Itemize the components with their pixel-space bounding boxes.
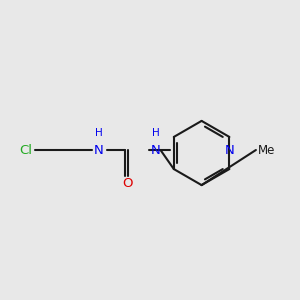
Text: N: N [151,143,161,157]
Text: Me: Me [257,143,275,157]
Text: H: H [152,128,160,139]
Text: H: H [95,128,103,139]
Text: Cl: Cl [19,143,32,157]
Text: N: N [225,143,234,157]
Text: N: N [94,143,104,157]
Text: O: O [122,177,133,190]
